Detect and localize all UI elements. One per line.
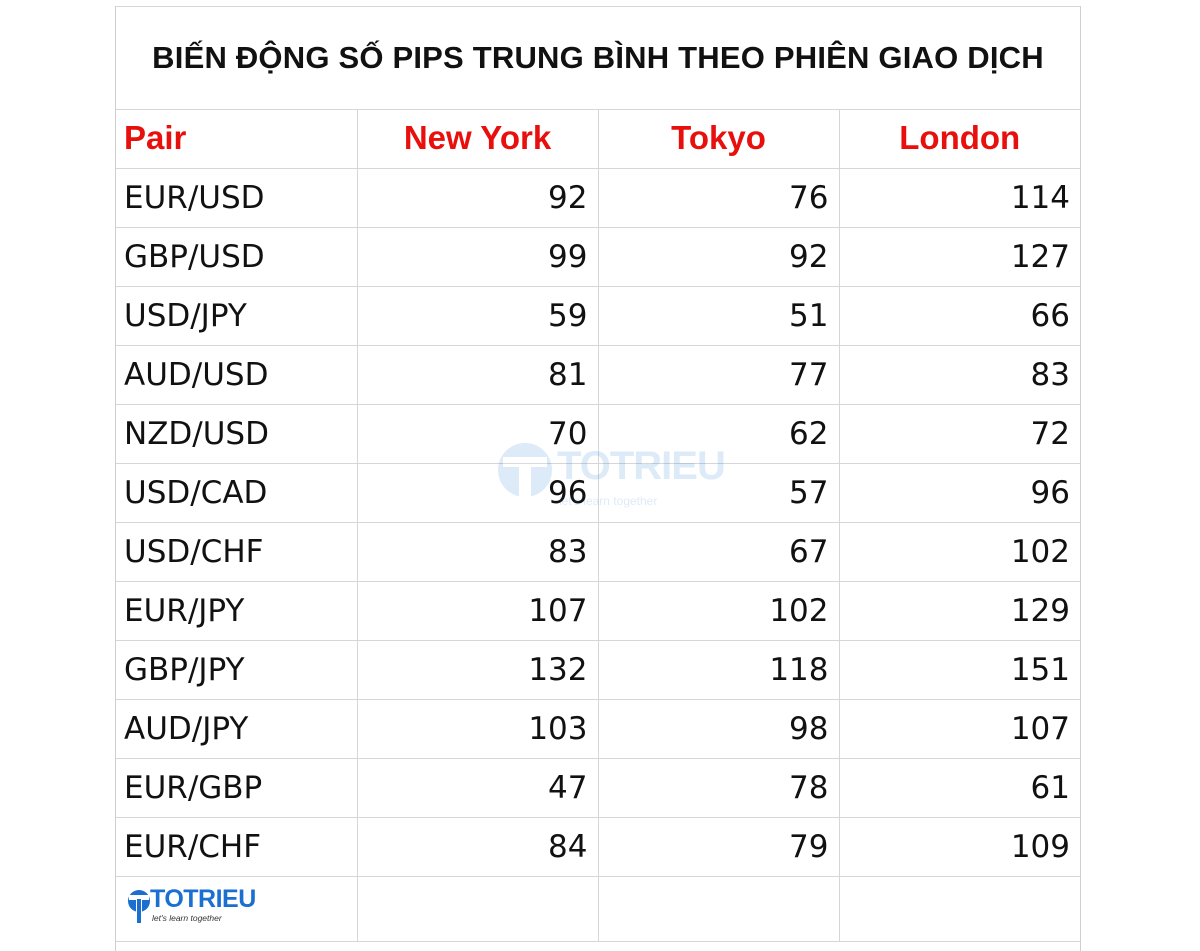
tokyo-cell: 62 — [598, 404, 840, 464]
new-york-cell: 107 — [357, 581, 599, 641]
london-cell: 61 — [839, 758, 1080, 818]
pair-cell: GBP/USD — [116, 227, 358, 287]
tokyo-cell: 118 — [598, 640, 840, 700]
table-row: AUD/JPY 103 98 107 — [116, 699, 1080, 759]
header-tokyo: Tokyo — [598, 109, 840, 169]
table-row: USD/JPY 59 51 66 — [116, 286, 1080, 346]
logo-tagline: let's learn together — [152, 912, 222, 923]
table-row: GBP/USD 99 92 127 — [116, 227, 1080, 287]
tokyo-cell: 78 — [598, 758, 840, 818]
header-new-york: New York — [357, 109, 599, 169]
pair-cell: USD/CHF — [116, 522, 358, 582]
spreadsheet: BIẾN ĐỘNG SỐ PIPS TRUNG BÌNH THEO PHIÊN … — [115, 6, 1081, 951]
london-cell: 107 — [839, 699, 1080, 759]
tokyo-cell: 77 — [598, 345, 840, 405]
title-row: BIẾN ĐỘNG SỐ PIPS TRUNG BÌNH THEO PHIÊN … — [116, 6, 1080, 110]
new-york-cell: 92 — [357, 168, 599, 228]
footer-row: TOTRIEU let's learn together — [116, 876, 1080, 942]
pair-cell: EUR/USD — [116, 168, 358, 228]
pair-cell: USD/CAD — [116, 463, 358, 523]
tokyo-cell: 102 — [598, 581, 840, 641]
footer-cell — [357, 876, 599, 942]
totrieu-logo: TOTRIEU let's learn together — [126, 884, 256, 931]
table-row: AUD/USD 81 77 83 — [116, 345, 1080, 405]
table-title: BIẾN ĐỘNG SỐ PIPS TRUNG BÌNH THEO PHIÊN … — [152, 39, 1044, 75]
new-york-cell: 103 — [357, 699, 599, 759]
table-row: EUR/CHF 84 79 109 — [116, 817, 1080, 877]
london-cell: 129 — [839, 581, 1080, 641]
table-row: USD/CAD 96 57 96 — [116, 463, 1080, 523]
pair-cell: EUR/JPY — [116, 581, 358, 641]
new-york-cell: 47 — [357, 758, 599, 818]
new-york-cell: 83 — [357, 522, 599, 582]
new-york-cell: 81 — [357, 345, 599, 405]
pair-cell: USD/JPY — [116, 286, 358, 346]
new-york-cell: 59 — [357, 286, 599, 346]
top-border — [116, 6, 1080, 7]
new-york-cell: 132 — [357, 640, 599, 700]
pair-cell: NZD/USD — [116, 404, 358, 464]
pair-cell: AUD/USD — [116, 345, 358, 405]
pips-table: Pair New York Tokyo London EUR/USD 92 76 11… — [116, 109, 1080, 942]
tokyo-cell: 67 — [598, 522, 840, 582]
logo-cell: TOTRIEU let's learn together — [116, 876, 358, 942]
london-cell: 114 — [839, 168, 1080, 228]
footer-cell — [598, 876, 840, 942]
london-cell: 127 — [839, 227, 1080, 287]
pair-cell: GBP/JPY — [116, 640, 358, 700]
tokyo-cell: 76 — [598, 168, 840, 228]
footer-cell — [839, 876, 1080, 942]
tokyo-cell: 51 — [598, 286, 840, 346]
tokyo-cell: 57 — [598, 463, 840, 523]
new-york-cell: 70 — [357, 404, 599, 464]
tokyo-cell: 98 — [598, 699, 840, 759]
logo-mark-icon — [128, 889, 150, 923]
table-row: GBP/JPY 132 118 151 — [116, 640, 1080, 700]
london-cell: 109 — [839, 817, 1080, 877]
table-row: NZD/USD 70 62 72 — [116, 404, 1080, 464]
new-york-cell: 99 — [357, 227, 599, 287]
london-cell: 66 — [839, 286, 1080, 346]
logo-text: TOTRIEU — [150, 884, 256, 913]
london-cell: 102 — [839, 522, 1080, 582]
london-cell: 151 — [839, 640, 1080, 700]
new-york-cell: 84 — [357, 817, 599, 877]
header-london: London — [839, 109, 1080, 169]
header-pair: Pair — [116, 109, 358, 169]
new-york-cell: 96 — [357, 463, 599, 523]
tokyo-cell: 92 — [598, 227, 840, 287]
pair-cell: AUD/JPY — [116, 699, 358, 759]
london-cell: 96 — [839, 463, 1080, 523]
pair-cell: EUR/CHF — [116, 817, 358, 877]
london-cell: 83 — [839, 345, 1080, 405]
table-row: USD/CHF 83 67 102 — [116, 522, 1080, 582]
pair-cell: EUR/GBP — [116, 758, 358, 818]
table-row: EUR/JPY 107 102 129 — [116, 581, 1080, 641]
table-row: EUR/GBP 47 78 61 — [116, 758, 1080, 818]
table-row: EUR/USD 92 76 114 — [116, 168, 1080, 228]
header-row: Pair New York Tokyo London — [116, 109, 1080, 169]
london-cell: 72 — [839, 404, 1080, 464]
tokyo-cell: 79 — [598, 817, 840, 877]
